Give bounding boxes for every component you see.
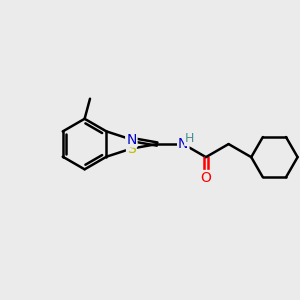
Text: O: O bbox=[200, 171, 211, 185]
Text: N: N bbox=[126, 133, 136, 146]
Text: S: S bbox=[127, 142, 136, 156]
Text: N: N bbox=[178, 137, 188, 151]
Text: H: H bbox=[185, 132, 194, 145]
